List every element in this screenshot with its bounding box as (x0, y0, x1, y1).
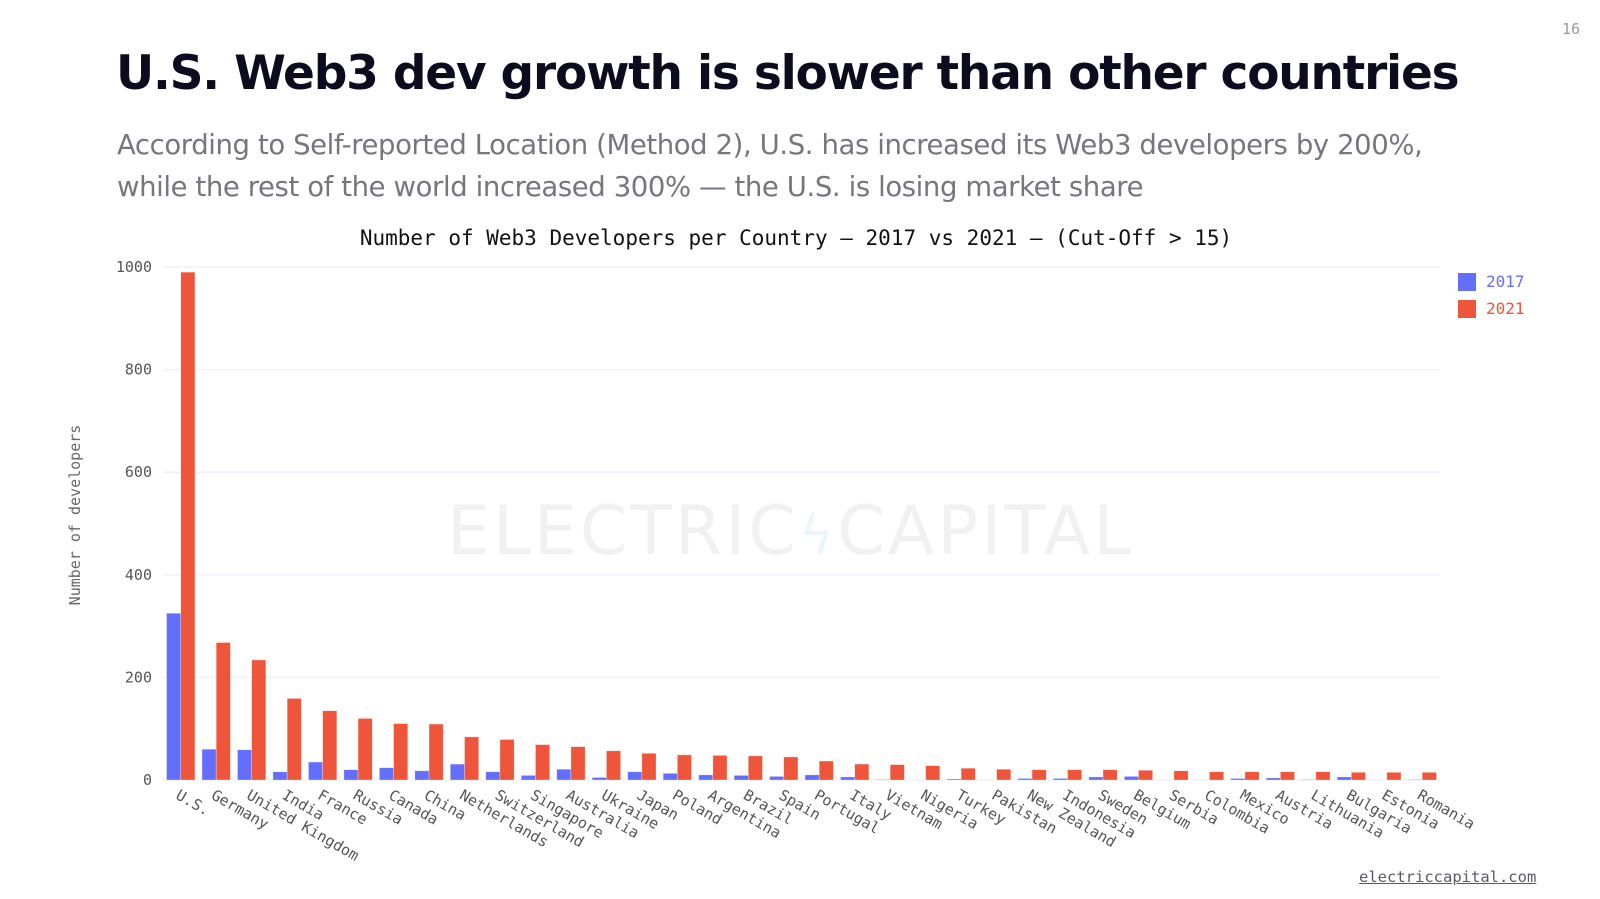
bar-2021-nigeria[interactable] (925, 765, 941, 781)
bar-2017-u-s-[interactable] (166, 612, 182, 781)
page-number: 16 (1561, 20, 1580, 38)
legend-swatch-2017 (1458, 272, 1476, 291)
bar-2017-germany[interactable] (201, 748, 217, 781)
y-tick-labels: 0 200 400 600 800 1000 (116, 258, 152, 789)
bar-2017-netherlands[interactable] (450, 763, 465, 781)
gridlines (163, 266, 1440, 781)
bar-2017-argentina[interactable] (698, 774, 714, 781)
bar-2021-turkey[interactable] (960, 767, 976, 781)
bar-2017-indonesia[interactable] (1053, 778, 1068, 781)
bar-2017-spain[interactable] (769, 776, 785, 781)
bar-2017-france[interactable] (308, 761, 323, 781)
bar-2021-brazil[interactable] (747, 755, 763, 781)
bar-2017-united-kingdom[interactable] (237, 749, 252, 781)
bar-2021-india[interactable] (286, 698, 302, 781)
bar-2017-ukraine[interactable] (591, 777, 607, 781)
x-tick-label: U.S. (173, 786, 213, 820)
bar-2017-belgium[interactable] (1123, 776, 1139, 781)
bar-2021-colombia[interactable] (1209, 771, 1224, 781)
bar-2021-indonesia[interactable] (1067, 769, 1083, 781)
bar-2017-singapore[interactable] (520, 775, 536, 781)
bar-2017-australia[interactable] (556, 768, 572, 781)
bar-2017-india[interactable] (272, 771, 288, 781)
bar-2017-switzerland[interactable] (485, 771, 501, 781)
chart-title-wrapper: Number of Web3 Developers per Country — … (0, 226, 1600, 250)
legend-item-2021[interactable]: 2021 (1458, 295, 1525, 322)
bar-2021-singapore[interactable] (535, 744, 550, 781)
slide-title: U.S. Web3 dev growth is slower than othe… (116, 46, 1460, 101)
y-tick-label: 400 (125, 566, 152, 584)
bar-2017-austria[interactable] (1265, 777, 1281, 781)
bar-2021-vietnam[interactable] (889, 764, 905, 781)
bar-2021-bulgaria[interactable] (1351, 772, 1366, 781)
bar-2017-poland[interactable] (662, 773, 678, 781)
chart-legend: 2017 2021 (1458, 268, 1525, 322)
bar-2017-portugal[interactable] (804, 774, 820, 781)
y-tick-label: 1000 (116, 258, 152, 276)
y-tick-label: 600 (125, 463, 152, 481)
bar-2021-spain[interactable] (783, 756, 799, 781)
bar-2021-belgium[interactable] (1138, 769, 1153, 781)
bar-2021-russia[interactable] (357, 718, 373, 781)
bar-2021-japan[interactable] (641, 753, 657, 781)
y-axis-label: Number of developers (66, 425, 84, 606)
bar-2017-italy[interactable] (840, 776, 856, 781)
bar-2021-poland[interactable] (677, 754, 692, 781)
bar-2021-france[interactable] (322, 710, 338, 781)
y-tick-label: 200 (125, 668, 152, 686)
bar-2017-lithuania[interactable] (1301, 779, 1317, 781)
bar-2017-romania[interactable] (1407, 779, 1423, 781)
chart-title: Number of Web3 Developers per Country — … (359, 226, 1233, 250)
bar-2017-new-zealand[interactable] (1017, 778, 1033, 781)
bar-2021-romania[interactable] (1421, 772, 1437, 781)
bar-2021-estonia[interactable] (1386, 772, 1402, 781)
bar-2021-switzerland[interactable] (499, 739, 515, 781)
bar-2021-sweden[interactable] (1102, 769, 1118, 781)
bar-2017-turkey[interactable] (946, 778, 962, 781)
bar-2017-mexico[interactable] (1230, 778, 1246, 781)
legend-swatch-2021 (1458, 299, 1476, 318)
slide-subtitle: According to Self-reported Location (Met… (117, 124, 1537, 208)
bar-2017-brazil[interactable] (733, 775, 749, 781)
legend-label-2021: 2021 (1486, 299, 1525, 318)
bar-2021-argentina[interactable] (712, 755, 728, 781)
bar-2021-pakistan[interactable] (996, 768, 1012, 781)
bar-2021-portugal[interactable] (818, 760, 834, 781)
legend-item-2017[interactable]: 2017 (1458, 268, 1525, 295)
footer-link[interactable]: electriccapital.com (1359, 868, 1537, 886)
bar-2021-canada[interactable] (393, 723, 409, 781)
bar-2017-vietnam[interactable] (875, 779, 891, 781)
bar-2017-china[interactable] (414, 770, 430, 781)
bar-2021-lithuania[interactable] (1315, 771, 1331, 781)
bar-2021-ukraine[interactable] (606, 750, 621, 781)
y-tick-label: 0 (143, 771, 152, 789)
bar-2017-canada[interactable] (379, 767, 394, 781)
bar-2021-united-kingdom[interactable] (251, 659, 267, 781)
bar-2021-italy[interactable] (854, 763, 870, 781)
bar-2021-netherlands[interactable] (464, 736, 480, 781)
bar-2021-australia[interactable] (570, 746, 586, 781)
bar-2021-new-zealand[interactable] (1031, 769, 1047, 781)
bars (166, 271, 1437, 781)
bar-2017-bulgaria[interactable] (1336, 776, 1352, 781)
bar-2017-japan[interactable] (627, 771, 643, 781)
bar-2017-sweden[interactable] (1088, 776, 1104, 781)
y-tick-label: 800 (125, 361, 152, 379)
bar-2021-u-s-[interactable] (180, 271, 196, 781)
bar-2017-russia[interactable] (343, 769, 359, 781)
subtitle-line-1: According to Self-reported Location (Met… (117, 129, 1423, 161)
bar-2021-china[interactable] (428, 723, 444, 781)
bar-2021-mexico[interactable] (1244, 771, 1260, 781)
bar-2021-austria[interactable] (1280, 771, 1295, 781)
legend-label-2017: 2017 (1486, 272, 1525, 291)
bar-2021-serbia[interactable] (1173, 770, 1189, 781)
bar-2021-germany[interactable] (215, 642, 231, 781)
subtitle-line-2: while the rest of the world increased 30… (117, 171, 1144, 203)
